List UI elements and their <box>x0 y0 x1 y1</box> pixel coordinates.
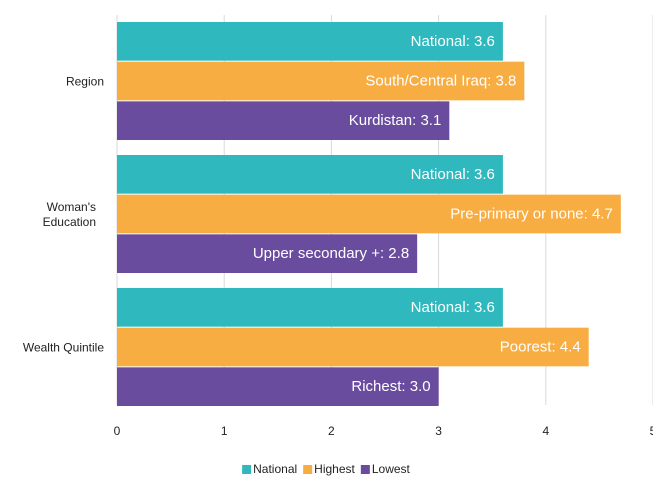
bar <box>117 234 418 273</box>
category-label: Wealth Quintile <box>22 340 104 354</box>
bar-label: National: 3.6 <box>411 33 495 50</box>
bar <box>117 155 503 194</box>
x-tick-label: 1 <box>221 424 228 438</box>
bar-label: Pre-primary or none: 4.7 <box>450 205 613 222</box>
bar <box>117 367 439 406</box>
x-tick-label: 3 <box>435 424 442 438</box>
bar-label: Richest: 3.0 <box>351 378 430 395</box>
category-label: Region <box>65 74 104 88</box>
x-tick-label: 2 <box>328 424 335 438</box>
bar <box>117 101 450 140</box>
legend-swatch <box>303 465 313 474</box>
bar <box>117 61 525 101</box>
bar-label: South/Central Iraq: 3.8 <box>365 72 516 89</box>
legend-label: Highest <box>314 462 355 476</box>
bar-label: Poorest: 4.4 <box>500 338 581 355</box>
x-tick-label: 5 <box>650 424 653 438</box>
category-label: Woman's Education <box>42 199 96 229</box>
bar-label: National: 3.6 <box>411 299 495 316</box>
legend-label: National <box>253 462 297 476</box>
bar-label: Upper secondary +: 2.8 <box>253 245 409 262</box>
legend-swatch <box>360 465 370 474</box>
x-tick-label: 0 <box>114 424 121 438</box>
bar <box>117 327 589 367</box>
bar <box>117 22 503 61</box>
bar <box>117 288 503 327</box>
legend-label: Lowest <box>372 462 411 476</box>
legend-swatch <box>242 465 252 474</box>
bar <box>117 194 621 234</box>
bar-label: Kurdistan: 3.1 <box>349 112 442 129</box>
x-tick-label: 4 <box>542 424 549 438</box>
bar-label: National: 3.6 <box>411 166 495 183</box>
